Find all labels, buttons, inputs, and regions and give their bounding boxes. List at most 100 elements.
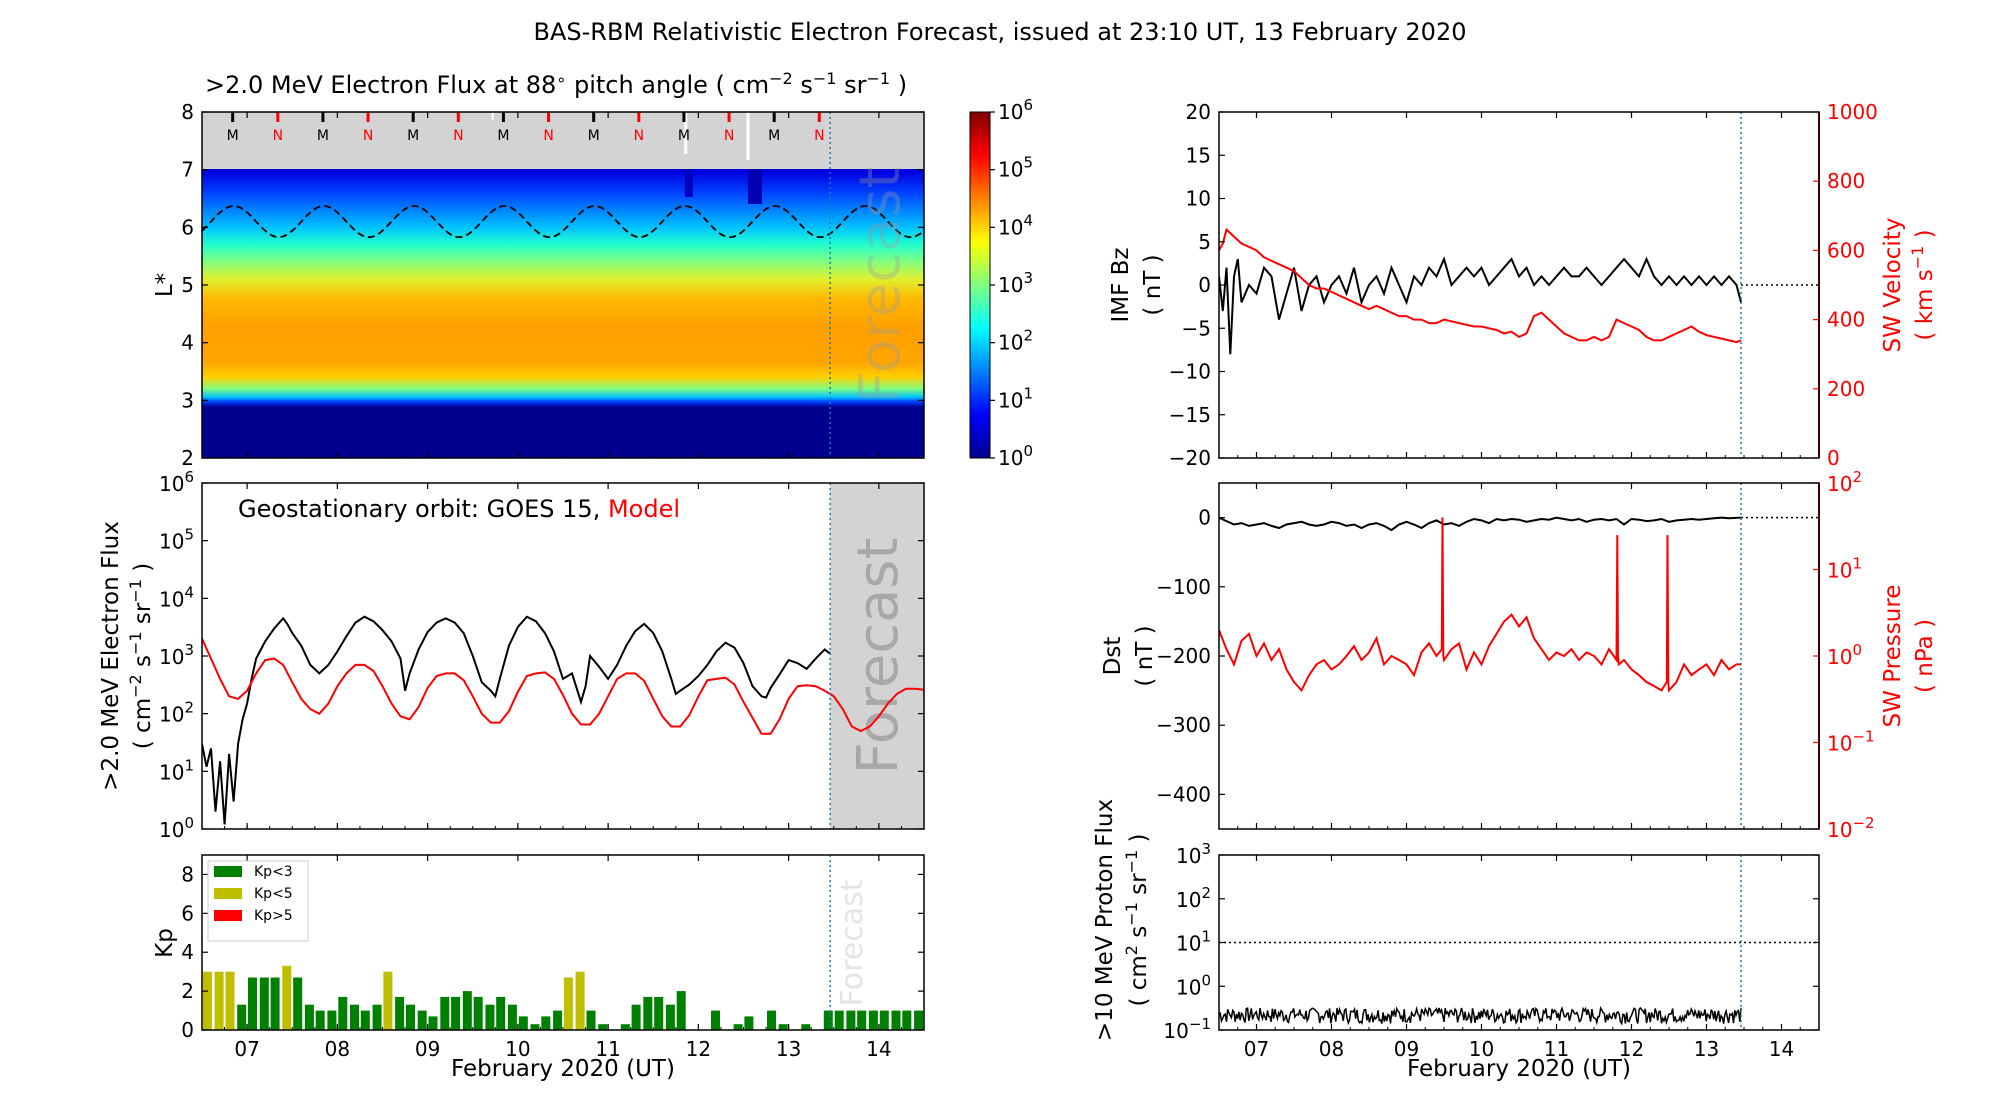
kp-bar	[259, 977, 269, 1030]
kp-legend-label: Kp>5	[254, 908, 293, 924]
flux-map-ytick-label: 2	[181, 446, 194, 470]
imf-ytick-label: −10	[1169, 360, 1211, 384]
kp-bar	[563, 977, 573, 1030]
proton-ytick-label: 101	[1176, 928, 1211, 956]
mn-marker-label: N	[814, 128, 824, 144]
kp-bar	[225, 971, 235, 1030]
kp-bar	[518, 1016, 528, 1030]
kp-ytick-label: 6	[181, 901, 194, 925]
geo-flux-ylabel: >2.0 MeV Electron Flux	[98, 521, 124, 791]
kp-ytick-label: 8	[181, 862, 194, 886]
mn-marker-label: M	[497, 128, 509, 144]
kp-xlabel: February 2020 (UT)	[451, 1056, 675, 1082]
proton-xlabel: February 2020 (UT)	[1407, 1056, 1631, 1082]
kp-bar	[304, 1004, 314, 1030]
kp-bar	[530, 1024, 540, 1030]
proton-panel: 10−1 100 101 102 103 07 08 09 10 11 12 13 14 >10 MeV…	[1092, 799, 1820, 1082]
sw-pressure-ylabel-units: ( nPa )	[1912, 619, 1938, 693]
mn-marker-label: M	[317, 128, 329, 144]
kp-bar	[237, 1004, 247, 1030]
kp-bar	[214, 971, 224, 1030]
kp-bar	[202, 971, 212, 1030]
dst-ytick-label: −100	[1156, 575, 1211, 599]
kp-bar	[620, 1024, 630, 1030]
proton-ytick-label: 10−1	[1163, 1015, 1211, 1043]
kp-bar	[846, 1010, 856, 1030]
kp-bar	[360, 1010, 370, 1030]
sw-pressure-ylabel: SW Pressure	[1880, 585, 1906, 728]
mn-marker-label: N	[543, 128, 553, 144]
sw-pressure-line	[1219, 517, 1741, 693]
kp-bar	[643, 996, 653, 1030]
data-gap-mark	[748, 169, 763, 204]
kp-bar	[417, 1010, 427, 1030]
proton-ytick-label: 102	[1176, 884, 1211, 912]
colorbar-tick-label: 101	[998, 384, 1033, 412]
geo-flux-ylabel-units: ( cm−2 s−1 sr−1 )	[126, 563, 156, 749]
mn-marker-label: M	[407, 128, 419, 144]
dst-ylabel-units: ( nT )	[1132, 625, 1158, 686]
kp-legend: Kp<3 Kp<5 Kp>5	[207, 860, 309, 942]
imf-bz-line	[1219, 256, 1742, 355]
mn-marker-label: N	[724, 128, 734, 144]
kp-bar	[575, 971, 585, 1030]
flux-map-panel: >2.0 MeV Electron Flux at 88∘ pitch angl…	[152, 69, 925, 470]
geo-ytick-label: 104	[159, 583, 194, 611]
flux-map-frame	[201, 111, 925, 459]
flux-map-ytick-label: 8	[181, 100, 194, 124]
imf-ytick-label: 20	[1186, 100, 1211, 124]
dst-ytick-label: −400	[1156, 782, 1211, 806]
proton-ytick-label: 100	[1176, 971, 1211, 999]
kp-bar	[327, 1010, 337, 1030]
kp-legend-swatch	[214, 910, 242, 921]
sw-velocity-ytick-label: 400	[1827, 308, 1865, 332]
dst-ytick-label: −300	[1156, 713, 1211, 737]
colorbar-tick-label: 106	[998, 96, 1033, 124]
geo-series-model	[202, 638, 924, 735]
geo-ytick-label: 105	[159, 526, 194, 554]
kp-bar	[248, 977, 257, 1030]
kp-bar	[372, 1004, 382, 1030]
kp-bar	[350, 1004, 359, 1030]
proton-x-tick-label: 09	[1394, 1037, 1419, 1061]
kp-bar	[744, 1016, 754, 1030]
imf-ytick-label: −5	[1182, 316, 1211, 340]
kp-x-tick-label: 10	[505, 1037, 530, 1061]
geo-ytick-label: 102	[159, 699, 194, 727]
mn-marker-label: N	[363, 128, 373, 144]
sw-velocity-ytick-label: 800	[1827, 169, 1865, 193]
mn-marker-label: N	[453, 128, 463, 144]
kp-bar	[270, 977, 280, 1030]
colorbar-tick-label: 102	[998, 327, 1033, 355]
kp-x-tick-label: 07	[234, 1037, 259, 1061]
proton-ylabel-units: ( cm2 s−1 sr−1 )	[1122, 833, 1152, 1006]
geo-flux-frame	[201, 482, 925, 830]
mn-marker-label: M	[678, 128, 690, 144]
kp-x-tick-label: 12	[686, 1037, 711, 1061]
dst-ylabel: Dst	[1100, 637, 1126, 676]
sw-velocity-ytick-label: 0	[1827, 446, 1840, 470]
kp-x-tick-label: 11	[595, 1037, 620, 1061]
flux-map-ytick-label: 4	[181, 331, 194, 355]
kp-legend-label: Kp<5	[254, 886, 293, 902]
proton-x-tick-label: 14	[1769, 1037, 1794, 1061]
proton-x-tick-label: 11	[1544, 1037, 1569, 1061]
kp-bar	[553, 1010, 563, 1030]
sw-velocity-ytick-label: 1000	[1827, 100, 1878, 124]
imf-ytick-label: −20	[1169, 446, 1211, 470]
sw-velocity-ylabel: SW Velocity	[1880, 218, 1906, 353]
kp-bar	[711, 1010, 720, 1030]
kp-frame	[201, 854, 925, 1031]
mn-marker-label: M	[768, 128, 780, 144]
imf-ytick-label: 10	[1186, 187, 1211, 211]
kp-bar	[338, 996, 348, 1030]
sw-pressure-ytick-label: 101	[1827, 555, 1862, 583]
kp-bar	[879, 1010, 889, 1030]
geo-forecast-label: Forecast	[846, 538, 911, 775]
kp-bar	[507, 1004, 517, 1030]
imf-ytick-label: 0	[1198, 273, 1211, 297]
kp-bar	[586, 1010, 596, 1030]
kp-ytick-label: 2	[181, 979, 194, 1003]
flux-map-title: >2.0 MeV Electron Flux at 88∘ pitch angl…	[205, 69, 907, 99]
